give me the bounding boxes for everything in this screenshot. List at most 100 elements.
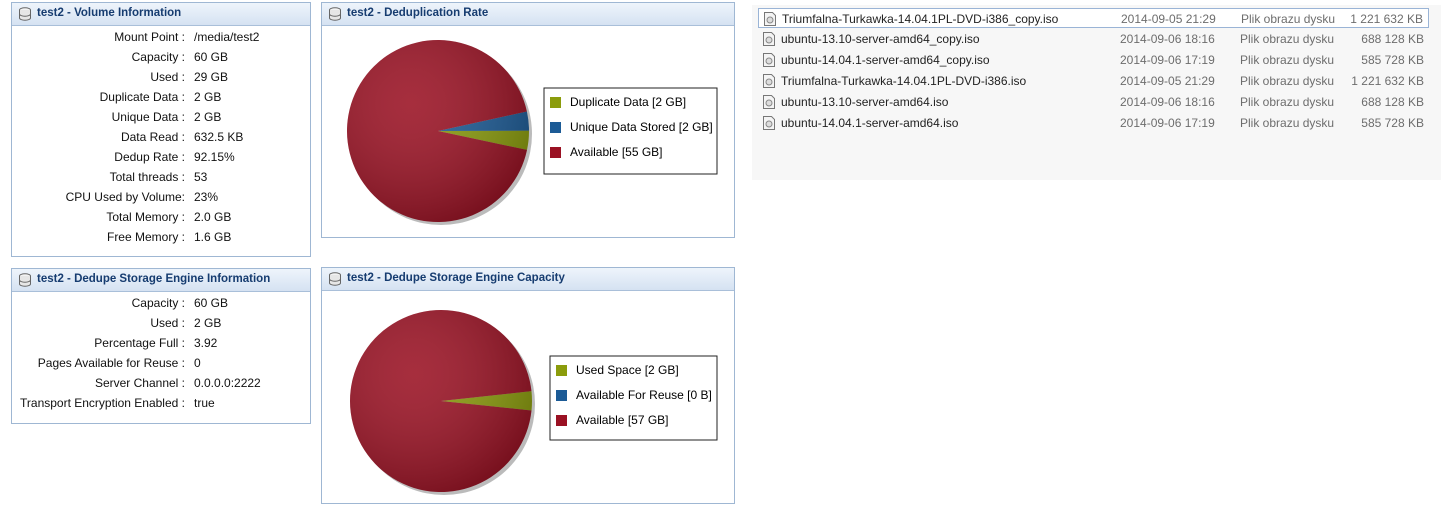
legend-swatch	[550, 147, 561, 158]
file-size: 585 728 KB	[1361, 116, 1424, 130]
file-type: Plik obrazu dysku	[1241, 12, 1336, 26]
legend-swatch	[550, 97, 561, 108]
file-name: Triumfalna-Turkawka-14.04.1PL-DVD-i386_c…	[782, 12, 1059, 26]
panel-title: test2 - Volume Information	[37, 7, 182, 19]
legend-swatch	[556, 390, 567, 401]
file-size: 688 128 KB	[1361, 95, 1424, 109]
info-value: true	[194, 396, 215, 410]
legend-box	[543, 87, 718, 175]
file-row[interactable]: ubuntu-14.04.1-server-amd64_copy.iso 2014…	[758, 50, 1429, 70]
info-value: 29 GB	[194, 70, 229, 84]
db-icon	[19, 273, 31, 287]
pie-chart: Used Space [2 GB] Available For Reuse [0 …	[350, 310, 718, 495]
info-value: 53	[194, 170, 208, 184]
info-label: Free Memory :	[106, 230, 185, 244]
file-type: Plik obrazu dysku	[1240, 95, 1335, 109]
legend-label: Unique Data Stored [2 GB]	[570, 120, 713, 134]
file-row[interactable]: ubuntu-13.10-server-amd64_copy.iso 2014-0…	[758, 29, 1429, 49]
legend-label: Available For Reuse [0 B]	[576, 388, 712, 402]
db-icon	[19, 7, 31, 21]
file-icon	[763, 32, 775, 46]
file-date: 2014-09-05 21:29	[1120, 74, 1215, 88]
info-value: 1.6 GB	[194, 230, 232, 244]
info-label: Capacity :	[131, 296, 185, 310]
info-label: Duplicate Data :	[99, 90, 185, 104]
file-date: 2014-09-06 17:19	[1120, 53, 1215, 67]
file-date: 2014-09-06 17:19	[1120, 116, 1215, 130]
file-row[interactable]: Triumfalna-Turkawka-14.04.1PL-DVD-i386_c…	[758, 8, 1429, 28]
file-name: ubuntu-14.04.1-server-amd64_copy.iso	[781, 53, 990, 67]
info-label: Capacity :	[131, 50, 185, 64]
info-label: Total threads :	[109, 170, 185, 184]
legend-label: Available [55 GB]	[570, 145, 663, 159]
file-name: ubuntu-13.10-server-amd64_copy.iso	[781, 32, 980, 46]
info-label: Pages Available for Reuse :	[37, 356, 185, 370]
volume-info-panel: test2 - Volume Information Mount Point : /…	[11, 2, 311, 257]
file-list: Triumfalna-Turkawka-14.04.1PL-DVD-i386_c…	[752, 5, 1441, 180]
info-value: 60 GB	[194, 296, 229, 310]
file-row[interactable]: ubuntu-14.04.1-server-amd64.iso 2014-09-0…	[758, 113, 1429, 133]
legend-box	[549, 355, 718, 441]
file-icon	[764, 12, 776, 26]
info-value: 0.0.0.0:2222	[194, 376, 261, 390]
pie-gloss	[350, 310, 532, 492]
info-label: CPU Used by Volume:	[65, 190, 185, 204]
pie-chart: Duplicate Data [2 GB] Unique Data Stored …	[347, 40, 718, 225]
legend-swatch	[556, 365, 567, 376]
panel-header: test2 - Volume Information	[12, 3, 310, 26]
info-label: Transport Encryption Enabled :	[20, 396, 185, 410]
file-icon	[763, 74, 775, 88]
legend-swatch	[556, 415, 567, 426]
info-label: Mount Point :	[114, 30, 185, 44]
legend-label: Available [57 GB]	[576, 413, 669, 427]
info-label: Used :	[150, 316, 185, 330]
info-label: Data Read :	[120, 130, 185, 144]
file-date: 2014-09-05 21:29	[1121, 12, 1216, 26]
legend-label: Used Space [2 GB]	[576, 363, 679, 377]
info-label: Total Memory :	[106, 210, 185, 224]
file-date: 2014-09-06 18:16	[1120, 95, 1215, 109]
info-value: 3.92	[194, 336, 218, 350]
panel-header: test2 - Dedupe Storage Engine Informatio…	[12, 269, 310, 292]
chart-panel: test2 - Deduplication Rate Duplicate Data…	[321, 2, 735, 238]
file-date: 2014-09-06 18:16	[1120, 32, 1215, 46]
info-value: 2 GB	[194, 110, 222, 124]
file-name: ubuntu-13.10-server-amd64.iso	[781, 95, 949, 109]
info-value: 23%	[194, 190, 219, 204]
info-label: Server Channel :	[94, 376, 185, 390]
info-value: /media/test2	[194, 30, 260, 44]
file-type: Plik obrazu dysku	[1240, 116, 1335, 130]
info-label: Unique Data :	[111, 110, 185, 124]
panel-title: test2 - Dedupe Storage Engine Informatio…	[37, 273, 271, 285]
db-icon	[329, 7, 341, 21]
file-size: 585 728 KB	[1361, 53, 1424, 67]
info-value: 92.15%	[194, 150, 235, 164]
info-label: Used :	[150, 70, 185, 84]
db-icon	[329, 272, 341, 286]
file-type: Plik obrazu dysku	[1240, 74, 1335, 88]
info-value: 2.0 GB	[194, 210, 232, 224]
file-row[interactable]: Triumfalna-Turkawka-14.04.1PL-DVD-i386.i…	[758, 71, 1429, 91]
file-icon	[763, 116, 775, 130]
info-value: 2 GB	[194, 90, 222, 104]
legend-swatch	[550, 122, 561, 133]
file-type: Plik obrazu dysku	[1240, 53, 1335, 67]
pie-gloss	[347, 40, 529, 222]
panel-header: test2 - Deduplication Rate	[322, 3, 734, 26]
chart-panel: test2 - Dedupe Storage Engine Capacity Us…	[321, 267, 735, 504]
info-label: Percentage Full :	[94, 336, 185, 350]
file-row[interactable]: ubuntu-13.10-server-amd64.iso 2014-09-06 …	[758, 92, 1429, 112]
info-value: 2 GB	[194, 316, 222, 330]
legend-label: Duplicate Data [2 GB]	[570, 95, 686, 109]
file-type: Plik obrazu dysku	[1240, 32, 1335, 46]
engine-info-panel: test2 - Dedupe Storage Engine Informatio…	[11, 268, 311, 424]
file-size: 1 221 632 KB	[1351, 74, 1424, 88]
panel-title: test2 - Dedupe Storage Engine Capacity	[347, 272, 565, 284]
info-value: 60 GB	[194, 50, 229, 64]
file-size: 1 221 632 KB	[1350, 12, 1423, 26]
panel-header: test2 - Dedupe Storage Engine Capacity	[322, 268, 734, 291]
file-name: ubuntu-14.04.1-server-amd64.iso	[781, 116, 959, 130]
file-size: 688 128 KB	[1361, 32, 1424, 46]
file-icon	[763, 95, 775, 109]
